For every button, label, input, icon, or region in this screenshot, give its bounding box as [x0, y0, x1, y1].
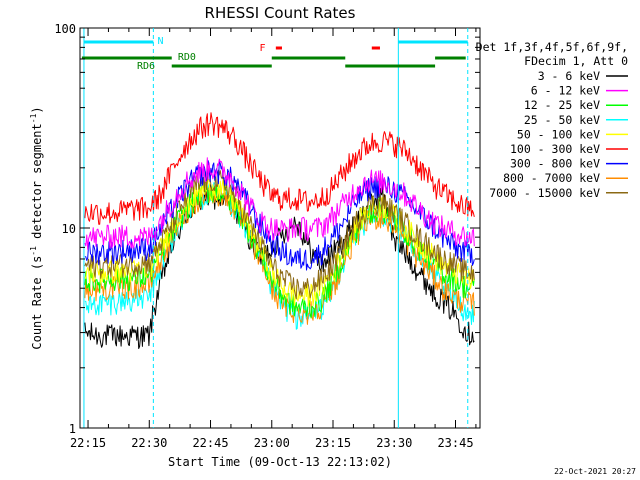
- night-label: N: [157, 36, 163, 47]
- legend-label-3: 25 - 50 keV: [524, 113, 600, 127]
- legend-label-7: 800 - 7000 keV: [503, 171, 600, 185]
- x-tick-label-2: 22:45: [192, 436, 228, 450]
- y-tick-label-0: 1: [69, 422, 76, 436]
- flare-label: F: [260, 43, 266, 54]
- series-layer: [84, 112, 475, 349]
- legend-label-8: 7000 - 15000 keV: [489, 186, 600, 200]
- x-tick-label-5: 23:30: [376, 436, 412, 450]
- plot-frame: [79, 27, 481, 429]
- series-line-7: [84, 184, 475, 325]
- x-axis-label: Start Time (09-Oct-13 22:13:02): [168, 455, 392, 469]
- y-tick-label-2: 100: [54, 22, 76, 36]
- legend-header-line-2: FDecim 1, Att 0: [524, 54, 628, 68]
- y-axis-ticks: 1 10 100: [54, 22, 480, 436]
- legend-header-line-1: Det 1f,3f,4f,5f,6f,9f,: [476, 40, 628, 54]
- legend: Det 1f,3f,4f,5f,6f,9f, FDecim 1, Att 0 3…: [476, 40, 628, 200]
- series-line-5: [84, 112, 475, 225]
- chart-title: RHESSI Count Rates: [205, 4, 356, 22]
- overlay-layer: N RD6 RD0 F: [81, 28, 469, 428]
- x-tick-label-6: 23:45: [437, 436, 473, 450]
- x-axis-ticks: 22:15 22:30 22:45 23:00 23:15 23:30 23:45: [70, 28, 477, 450]
- legend-label-6: 300 - 800 keV: [510, 157, 600, 171]
- series-line-6: [84, 160, 475, 271]
- legend-label-4: 50 - 100 keV: [517, 127, 600, 141]
- rd6-label: RD6: [137, 61, 155, 72]
- x-tick-label-0: 22:15: [70, 436, 106, 450]
- y-axis-label: Count Rate (s-1 detector segment-1): [29, 106, 44, 349]
- legend-label-5: 100 - 300 keV: [510, 142, 600, 156]
- y-tick-label-1: 10: [62, 222, 76, 236]
- series-line-1: [84, 157, 475, 250]
- legend-label-0: 3 - 6 keV: [538, 69, 600, 83]
- series-line-0: [84, 183, 475, 349]
- x-tick-label-3: 23:00: [254, 436, 290, 450]
- x-tick-label-1: 22:30: [131, 436, 167, 450]
- x-tick-label-4: 23:15: [315, 436, 351, 450]
- legend-label-1: 6 - 12 keV: [531, 84, 600, 98]
- render-timestamp: 22-Oct-2021 20:27: [554, 467, 636, 476]
- rd0-label: RD0: [178, 52, 196, 63]
- legend-label-2: 12 - 25 keV: [524, 98, 600, 112]
- series-line-8: [84, 168, 475, 300]
